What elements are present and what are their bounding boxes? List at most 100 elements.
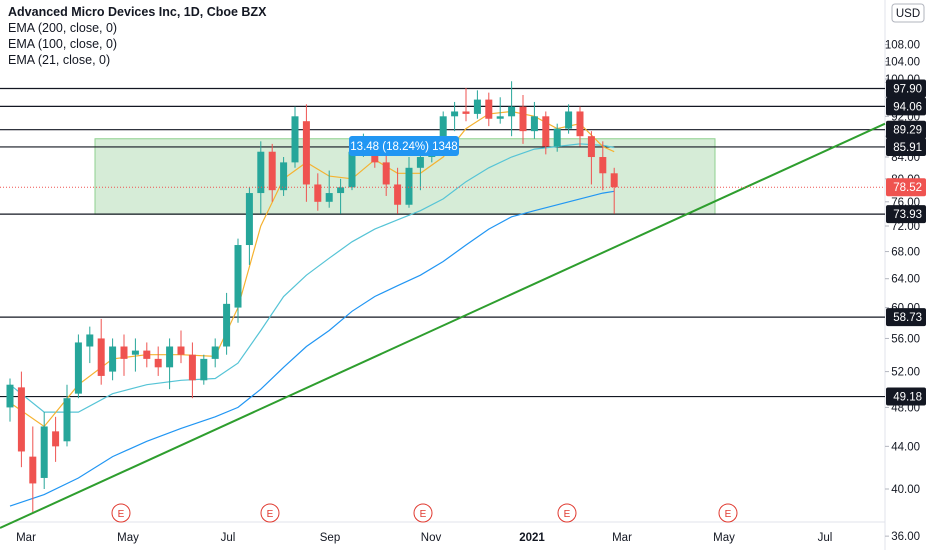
y-tick-label: 64.00: [891, 274, 920, 286]
x-tick-label: Jul: [818, 532, 833, 544]
candle: [565, 104, 573, 134]
candle-body: [154, 358, 162, 368]
candle: [211, 338, 219, 368]
measure-label-bg: [349, 136, 459, 156]
candle: [234, 238, 242, 323]
candle: [496, 97, 504, 124]
level-tag-label: 58.73: [893, 312, 922, 324]
candle: [382, 154, 390, 196]
candle-body: [451, 111, 459, 117]
candle: [337, 178, 345, 214]
candle: [530, 101, 538, 139]
candle: [131, 338, 139, 372]
candle-body: [200, 358, 208, 381]
candle: [17, 371, 25, 468]
candle-body: [439, 116, 447, 144]
y-tick-label: 52.00: [891, 367, 920, 379]
x-tick-label: 2021: [519, 532, 545, 544]
candle: [154, 346, 162, 376]
earnings-circle: [557, 503, 577, 523]
candle: [97, 318, 105, 385]
candle-body: [485, 99, 493, 119]
candle: [40, 412, 48, 489]
y-tick-label: 40.00: [891, 484, 920, 496]
candle-body: [120, 346, 128, 359]
candle-body: [17, 387, 25, 452]
candle-body: [610, 173, 618, 188]
candle: [394, 167, 402, 214]
candle: [451, 101, 459, 132]
candle: [462, 88, 470, 122]
candle: [587, 131, 595, 185]
candle-body: [40, 426, 48, 478]
candle: [6, 378, 14, 422]
y-tick-label: 104.00: [885, 56, 920, 68]
candle-body: [565, 111, 573, 129]
level-tag-bg: [886, 137, 926, 156]
level-price-tag: 73.93: [886, 205, 926, 224]
last-price-label: 78.52: [893, 182, 922, 194]
candle: [245, 187, 253, 265]
candle-body: [530, 116, 538, 132]
candle: [223, 292, 231, 355]
x-tick-label: May: [117, 532, 139, 544]
candle-body: [382, 162, 390, 185]
candle: [143, 342, 151, 368]
level-price-tag: 94.06: [886, 97, 926, 116]
candle-body: [599, 157, 607, 174]
earnings-label: E: [725, 509, 732, 520]
last-price-tag-bg: [886, 178, 926, 197]
candle-body: [63, 398, 71, 442]
level-tag-label: 85.91: [893, 142, 922, 154]
candle: [120, 334, 128, 376]
currency-label: USD: [896, 8, 920, 20]
ema-100-line: [9, 143, 615, 413]
candle: [268, 143, 276, 202]
x-tick-label: Mar: [612, 532, 632, 544]
x-tick-label: May: [713, 532, 735, 544]
earnings-marker: E: [260, 503, 280, 523]
measure-tool: 13.48 (18.24%) 1348: [349, 136, 459, 156]
candle-body: [52, 431, 60, 447]
candle-body: [302, 121, 310, 185]
level-price-tag: 85.91: [886, 137, 926, 156]
candle: [508, 81, 516, 137]
trendline: [0, 122, 886, 529]
candle: [473, 90, 481, 119]
level-tag-bg: [886, 97, 926, 116]
level-tag-bg: [886, 120, 926, 139]
candle-body: [337, 187, 345, 194]
y-tick-label: 72.00: [891, 221, 920, 233]
level-tag-bg: [886, 79, 926, 98]
currency-badge: USD: [891, 3, 925, 23]
candle-body: [553, 128, 561, 147]
earnings-marker: E: [111, 503, 131, 523]
earnings-marker: E: [718, 503, 738, 523]
candle-body: [223, 303, 231, 347]
candle-body: [257, 151, 265, 194]
candle: [519, 94, 527, 144]
candle-body: [6, 384, 14, 408]
candle: [405, 157, 413, 208]
level-tag-bg: [886, 205, 926, 224]
candle-body: [405, 167, 413, 205]
candle-body: [508, 106, 516, 117]
currency-badge-bg: [891, 3, 925, 23]
earnings-marker: E: [557, 503, 577, 523]
candle: [166, 338, 174, 390]
candle: [325, 170, 333, 208]
y-tick-label: 68.00: [891, 247, 920, 259]
candle-body: [473, 99, 481, 114]
measure-label: 13.48 (18.24%) 1348: [350, 141, 457, 153]
level-tag-label: 97.90: [893, 83, 922, 95]
candle: [257, 141, 265, 214]
candle: [280, 157, 288, 196]
x-tick-label: Sep: [320, 532, 340, 544]
candle: [109, 338, 117, 381]
level-tag-label: 94.06: [893, 101, 922, 113]
y-tick-label: 56.00: [891, 333, 920, 345]
candle: [576, 106, 584, 147]
x-tick-label: Nov: [421, 532, 442, 544]
earnings-circle: [260, 503, 280, 523]
